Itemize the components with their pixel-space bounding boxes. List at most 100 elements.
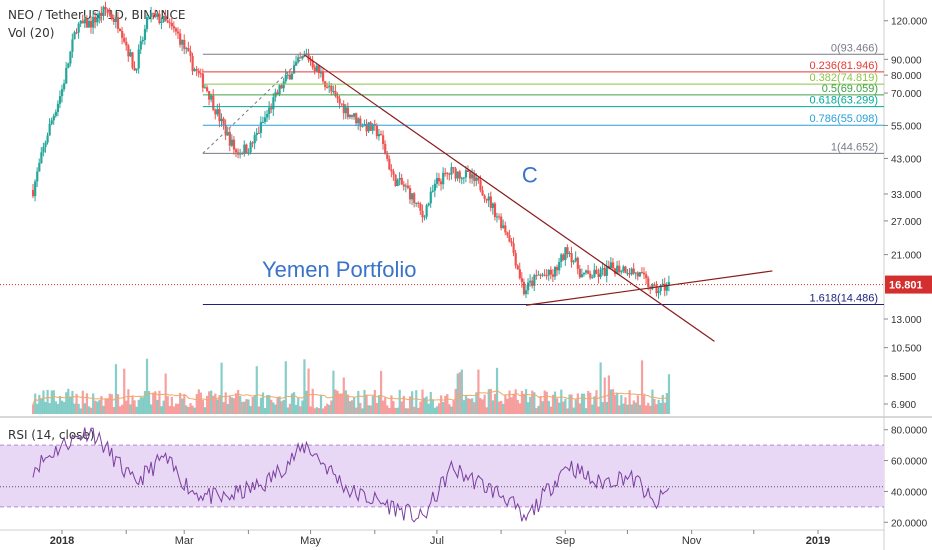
volume-bar <box>506 398 509 414</box>
candle-body <box>626 273 629 275</box>
volume-bar <box>330 400 333 414</box>
candle-body <box>547 269 550 276</box>
volume-bar <box>450 406 453 414</box>
candle-body <box>440 181 443 185</box>
volume-bar <box>129 404 132 414</box>
volume-bar <box>321 408 325 414</box>
candle-body <box>214 109 217 115</box>
volume-bar <box>622 403 625 414</box>
volume-bar <box>336 390 339 414</box>
candle-body <box>537 274 540 276</box>
candle-body <box>286 74 289 76</box>
volume-bar <box>79 408 82 414</box>
candle-body <box>266 113 269 118</box>
volume-bar <box>624 397 627 414</box>
time-tick-label: Nov <box>682 535 702 547</box>
candle-body <box>311 61 314 68</box>
volume-bar <box>183 394 186 414</box>
candle-body <box>112 19 115 22</box>
candle-body <box>133 67 136 71</box>
candle-body <box>379 134 383 136</box>
candle-body <box>469 171 472 179</box>
candle-body <box>75 32 78 34</box>
volume-bar <box>570 394 573 414</box>
volume-bar <box>609 389 613 414</box>
candle-body <box>576 257 579 269</box>
volume-bar <box>651 389 654 414</box>
candle-body <box>96 18 99 23</box>
volume-bar <box>599 362 602 414</box>
volume-bar <box>257 406 260 414</box>
volume-bar <box>40 398 43 414</box>
candle-body <box>543 274 546 276</box>
volume-bar <box>112 407 115 414</box>
candle-body <box>230 139 234 146</box>
volume-bar <box>491 400 495 414</box>
candle-body <box>595 269 598 274</box>
volume-bar <box>282 399 285 414</box>
candle-body <box>551 274 555 277</box>
rsi-header: RSI (14, close) <box>8 428 95 442</box>
candle-body <box>452 167 455 169</box>
price-tick-label: 21.000 <box>891 251 922 262</box>
price-tick-label: 27.000 <box>891 217 922 228</box>
candle-body <box>514 253 517 266</box>
candle-body <box>437 178 441 182</box>
volume-bar <box>423 397 426 414</box>
candle-body <box>493 203 497 218</box>
candle-body <box>394 174 397 187</box>
candle-body <box>578 268 582 278</box>
volume-bar <box>160 406 163 414</box>
candle-body <box>417 202 420 204</box>
volume-bar <box>73 403 76 414</box>
volume-bar <box>118 406 122 414</box>
candle-body <box>139 41 142 50</box>
candle-body <box>614 268 617 275</box>
volume-bar <box>104 398 107 414</box>
volume-bar <box>614 394 617 414</box>
candle-body <box>245 144 248 153</box>
volume-bar <box>585 408 588 414</box>
volume-bar <box>201 399 205 414</box>
volume-bar <box>435 406 439 414</box>
candle-body <box>251 142 254 144</box>
volume-bar <box>197 389 200 414</box>
symbol-header: NEO / TetherUS, 1D, BINANCE <box>8 8 186 22</box>
price-tick-label: 55.000 <box>891 121 922 132</box>
candle-body <box>344 107 347 114</box>
volume-bar <box>371 396 374 414</box>
candle-body <box>597 273 600 278</box>
volume-bar <box>75 393 78 414</box>
candle-body <box>181 39 184 45</box>
candle-body <box>386 154 389 159</box>
volume-bar <box>272 402 275 414</box>
support-trend-line <box>525 270 773 306</box>
volume-bar <box>527 402 530 414</box>
candle-body <box>645 274 648 279</box>
volume-bar <box>81 390 84 414</box>
volume-bar <box>661 394 664 414</box>
candle-body <box>189 51 192 56</box>
candle-body <box>454 168 457 179</box>
candle-body <box>135 68 138 71</box>
candle-body <box>506 232 509 236</box>
candle-body <box>425 205 428 217</box>
volume-bar <box>543 390 546 414</box>
volume-bar <box>87 406 91 414</box>
volume-bar <box>106 398 109 414</box>
volume-bar <box>247 399 250 414</box>
candle-body <box>601 268 604 270</box>
candle-body <box>398 177 401 180</box>
volume-bar <box>245 399 248 414</box>
candle-body <box>176 31 180 34</box>
candle-body <box>210 95 213 100</box>
candle-body <box>498 216 501 218</box>
last-price-tag-bg <box>885 275 932 294</box>
candle-body <box>249 142 252 153</box>
candle-body <box>388 158 391 170</box>
volume-bar <box>512 394 515 414</box>
volume-bar <box>96 401 99 414</box>
volume-bar <box>578 403 582 414</box>
candle-body <box>357 118 360 124</box>
